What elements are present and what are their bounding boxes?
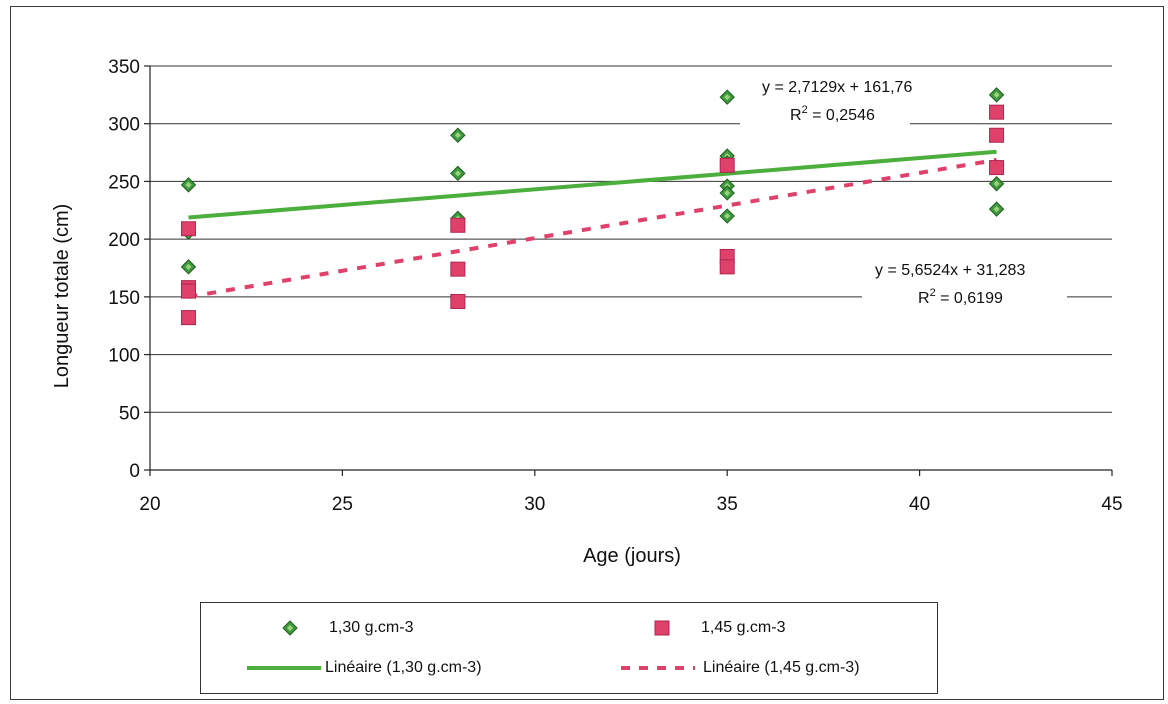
diamond-highlight — [724, 94, 731, 101]
legend-item-series-1: 1,30 g.cm-3 — [281, 619, 413, 637]
y-tick-label: 300 — [108, 115, 140, 136]
x-tick-label: 45 — [1101, 494, 1122, 515]
equation-2: y = 5,6524x + 31,283 — [875, 262, 1025, 279]
data-point-diamond — [719, 89, 735, 105]
data-point-diamond — [180, 177, 197, 193]
y-tick-label: 350 — [108, 57, 140, 78]
diamond-highlight — [454, 132, 461, 139]
equation-box-1: y = 2,7129x + 161,76 R2 = 0,2546 — [740, 68, 912, 126]
data-point-square — [180, 310, 196, 326]
data-point-square — [989, 160, 1005, 176]
data-point-diamond — [988, 176, 1005, 192]
chart-frame — [10, 6, 1164, 700]
y-tick-label: 100 — [108, 346, 140, 367]
y-tick-label: 50 — [119, 403, 140, 424]
data-point-diamond — [988, 87, 1005, 103]
square-marker-icon — [654, 620, 670, 636]
legend-label: Linéaire (1,30 g.cm-3) — [325, 659, 482, 676]
r2-2: R2 = 0,6199 — [918, 287, 1003, 307]
data-point-diamond — [719, 185, 735, 201]
y-tick-label: 150 — [108, 288, 140, 309]
legend-item-trend-2: Linéaire (1,45 g.cm-3) — [619, 659, 860, 677]
data-point-diamond — [450, 165, 466, 182]
y-tick-label: 0 — [129, 461, 140, 482]
trendline-1 — [188, 149, 997, 220]
trendline-2 — [188, 157, 997, 299]
diamond-highlight — [185, 263, 192, 270]
x-axis-title: Age (jours) — [583, 545, 681, 567]
x-tick-label: 25 — [332, 494, 353, 515]
x-tick-label: 20 — [139, 494, 160, 515]
legend-label: 1,45 g.cm-3 — [701, 619, 786, 636]
x-tick-label: 40 — [909, 494, 930, 515]
data-point-diamond — [450, 127, 466, 143]
equation-box-2: y = 5,6524x + 31,283 R2 = 0,6199 — [862, 252, 1067, 312]
diamond-highlight — [454, 170, 461, 177]
x-tick-label: 30 — [524, 494, 545, 515]
legend-label: Linéaire (1,45 g.cm-3) — [703, 659, 860, 676]
data-point-diamond — [180, 259, 197, 275]
data-point-square — [719, 259, 735, 275]
trendlines — [188, 149, 997, 299]
data-point-square — [180, 221, 196, 237]
data-point-square — [450, 217, 466, 233]
data-point-square — [450, 261, 466, 277]
x-tick-label: 35 — [717, 494, 738, 515]
legend-item-trend-1: Linéaire (1,30 g.cm-3) — [245, 659, 482, 677]
solid-line-icon — [247, 666, 321, 670]
legend-label: 1,30 g.cm-3 — [329, 619, 414, 636]
data-point-square — [989, 127, 1005, 143]
diamond-highlight — [993, 91, 1000, 98]
dashed-line-icon — [621, 666, 695, 670]
r2-1: R2 = 0,2546 — [790, 104, 875, 124]
diamond-highlight — [185, 181, 192, 188]
diamond-marker-icon — [282, 620, 298, 636]
diamond-highlight — [993, 180, 1000, 187]
chart-plot: 0 50 100 150 200 250 300 350 20 25 30 35 40 45 y = 2,… — [51, 57, 1123, 567]
gridlines — [150, 65, 1112, 413]
data-point-square — [989, 104, 1005, 120]
data-point-square — [719, 157, 735, 173]
tick-labels: 0 50 100 150 200 250 300 350 20 25 30 35 40 45 — [108, 57, 1122, 515]
y-axis-title: Longueur totale (cm) — [51, 204, 73, 389]
legend: 1,30 g.cm-3 1,45 g.cm-3 Linéaire (1,30 g… — [200, 602, 938, 694]
data-points — [180, 87, 1005, 326]
diamond-highlight — [724, 213, 731, 220]
data-point-square — [180, 283, 196, 299]
y-tick-label: 250 — [108, 172, 140, 193]
data-point-diamond — [988, 201, 1005, 217]
equation-1: y = 2,7129x + 161,76 — [762, 79, 912, 96]
legend-item-series-2: 1,45 g.cm-3 — [653, 619, 785, 637]
data-point-diamond — [719, 208, 735, 224]
data-point-square — [450, 293, 466, 309]
y-tick-label: 200 — [108, 230, 140, 251]
axes — [144, 65, 1113, 476]
diamond-highlight — [993, 206, 1000, 213]
diamond-highlight — [724, 189, 731, 196]
